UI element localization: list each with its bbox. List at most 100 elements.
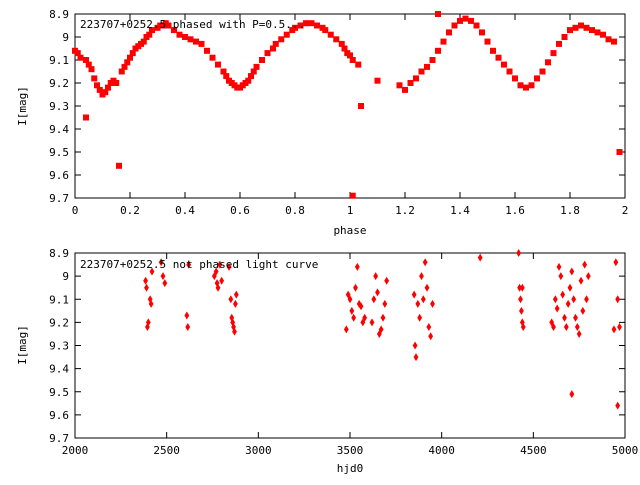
unphased-plot: 2000 2500 3000 3500 4000 4500 5000 8.9 9 9.1 9.2 9… bbox=[16, 247, 638, 475]
data-point bbox=[233, 290, 239, 299]
data-point bbox=[569, 267, 575, 276]
data-point bbox=[418, 68, 425, 75]
data-point bbox=[550, 50, 557, 57]
data-point bbox=[351, 313, 357, 322]
x-tick-label: 1.2 bbox=[395, 204, 415, 217]
data-point bbox=[517, 283, 522, 292]
data-point bbox=[219, 276, 225, 285]
data-point bbox=[231, 323, 236, 331]
data-point bbox=[419, 272, 424, 281]
data-point bbox=[422, 258, 428, 267]
data-point bbox=[413, 353, 419, 362]
data-point bbox=[490, 47, 496, 54]
phased-plot-title: 223707+0252.5 phased with P=0.5... bbox=[80, 18, 305, 31]
data-point bbox=[523, 84, 529, 91]
y-tick-label: 9.2 bbox=[49, 316, 69, 329]
data-point bbox=[615, 401, 621, 410]
data-point bbox=[468, 17, 474, 24]
data-point bbox=[428, 332, 434, 341]
x-tick-label: 4500 bbox=[520, 444, 547, 457]
x-tick-label: 0 bbox=[72, 204, 79, 217]
data-point bbox=[158, 258, 164, 267]
data-point bbox=[308, 20, 315, 27]
data-point bbox=[501, 61, 507, 68]
data-point bbox=[185, 323, 191, 331]
data-point bbox=[567, 27, 573, 34]
data-point bbox=[554, 304, 560, 313]
data-point bbox=[358, 302, 364, 311]
data-point bbox=[215, 61, 221, 68]
data-point bbox=[528, 82, 535, 89]
data-point bbox=[473, 22, 480, 29]
x-tick-label: 3500 bbox=[337, 444, 364, 457]
data-point bbox=[562, 313, 567, 322]
data-point bbox=[245, 77, 252, 84]
data-point bbox=[349, 57, 356, 63]
data-point bbox=[160, 272, 166, 281]
data-point bbox=[250, 68, 257, 75]
data-point bbox=[105, 84, 111, 91]
data-point bbox=[578, 276, 584, 285]
data-point bbox=[616, 149, 623, 155]
y-tick-label: 9.3 bbox=[49, 340, 69, 353]
data-point bbox=[613, 258, 619, 267]
data-point bbox=[572, 24, 579, 31]
x-tick-label: 1 bbox=[347, 204, 354, 217]
data-point bbox=[83, 57, 89, 63]
data-point bbox=[182, 34, 188, 40]
data-point bbox=[561, 34, 568, 40]
y-tick-label: 9.7 bbox=[49, 192, 69, 205]
data-point bbox=[193, 38, 199, 45]
x-tick-label: 2 bbox=[622, 204, 629, 217]
x-tick-label: 3000 bbox=[245, 444, 272, 457]
data-point bbox=[140, 38, 147, 45]
data-point bbox=[518, 295, 523, 304]
data-point bbox=[358, 103, 364, 109]
data-point bbox=[576, 329, 582, 338]
data-point bbox=[272, 40, 279, 47]
data-point bbox=[375, 288, 380, 297]
data-point bbox=[380, 313, 386, 322]
data-point bbox=[187, 36, 194, 43]
data-point bbox=[129, 50, 136, 57]
data-point bbox=[347, 52, 353, 59]
x-tick-label: 0.2 bbox=[120, 204, 140, 217]
data-point bbox=[534, 75, 540, 82]
data-point bbox=[373, 272, 379, 281]
data-point bbox=[259, 57, 265, 63]
y-tick-label: 9.1 bbox=[49, 293, 69, 306]
data-point bbox=[558, 272, 564, 281]
data-point bbox=[341, 45, 348, 52]
data-point bbox=[338, 40, 345, 47]
data-point bbox=[552, 295, 558, 304]
y-tick-label: 9.1 bbox=[49, 54, 69, 67]
data-point bbox=[574, 323, 580, 331]
data-point bbox=[214, 279, 220, 288]
data-point bbox=[582, 260, 588, 269]
unphased-plot-title: 223707+0252.5 not phased light curve bbox=[80, 258, 318, 271]
data-point bbox=[512, 75, 518, 82]
data-point bbox=[143, 276, 148, 285]
x-tick-label: 0.8 bbox=[285, 204, 305, 217]
data-point bbox=[127, 54, 133, 61]
data-point bbox=[148, 299, 154, 308]
data-point bbox=[253, 63, 260, 70]
data-point bbox=[270, 45, 276, 52]
data-point bbox=[145, 318, 151, 327]
phased-plot-ylabel: I[mag] bbox=[16, 86, 29, 126]
data-point bbox=[102, 89, 109, 96]
data-point bbox=[517, 82, 524, 89]
data-point bbox=[402, 86, 408, 93]
data-point bbox=[149, 27, 155, 34]
data-point bbox=[355, 61, 362, 68]
data-point bbox=[171, 27, 177, 34]
data-point bbox=[520, 323, 526, 331]
data-point bbox=[594, 29, 601, 36]
data-point bbox=[585, 272, 591, 281]
data-point bbox=[94, 82, 100, 89]
y-tick-label: 9 bbox=[62, 270, 69, 283]
data-point bbox=[584, 295, 589, 304]
data-point bbox=[223, 73, 230, 80]
data-point bbox=[292, 24, 298, 31]
